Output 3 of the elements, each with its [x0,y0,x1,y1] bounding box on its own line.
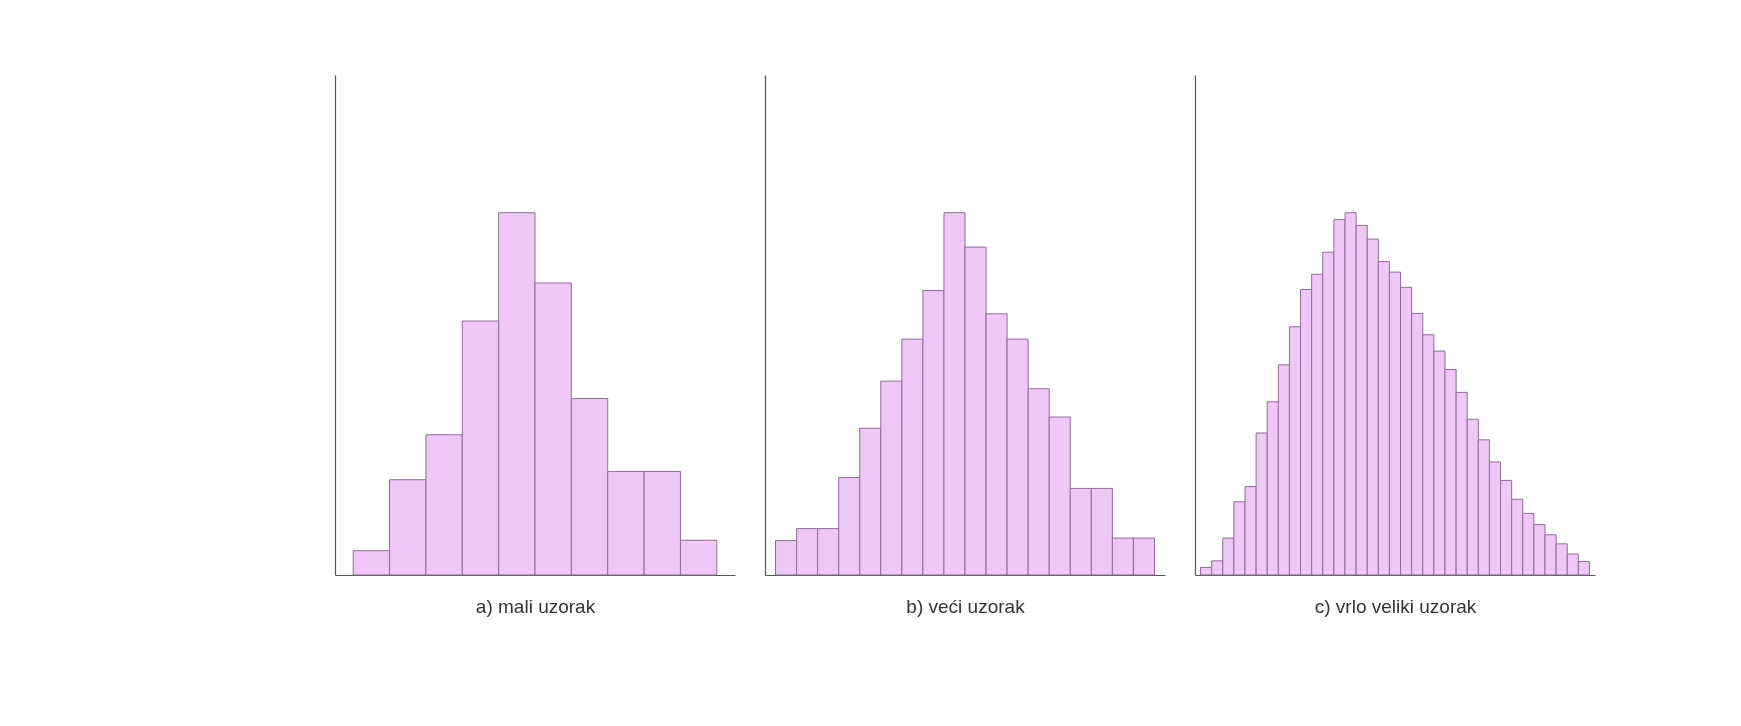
x-axis-title: b) veći uzorak [906,595,1026,617]
x-axis-title: a) mali uzorak [475,595,596,617]
x-axis-title: c) vrlo veliki uzorak [1314,595,1477,617]
